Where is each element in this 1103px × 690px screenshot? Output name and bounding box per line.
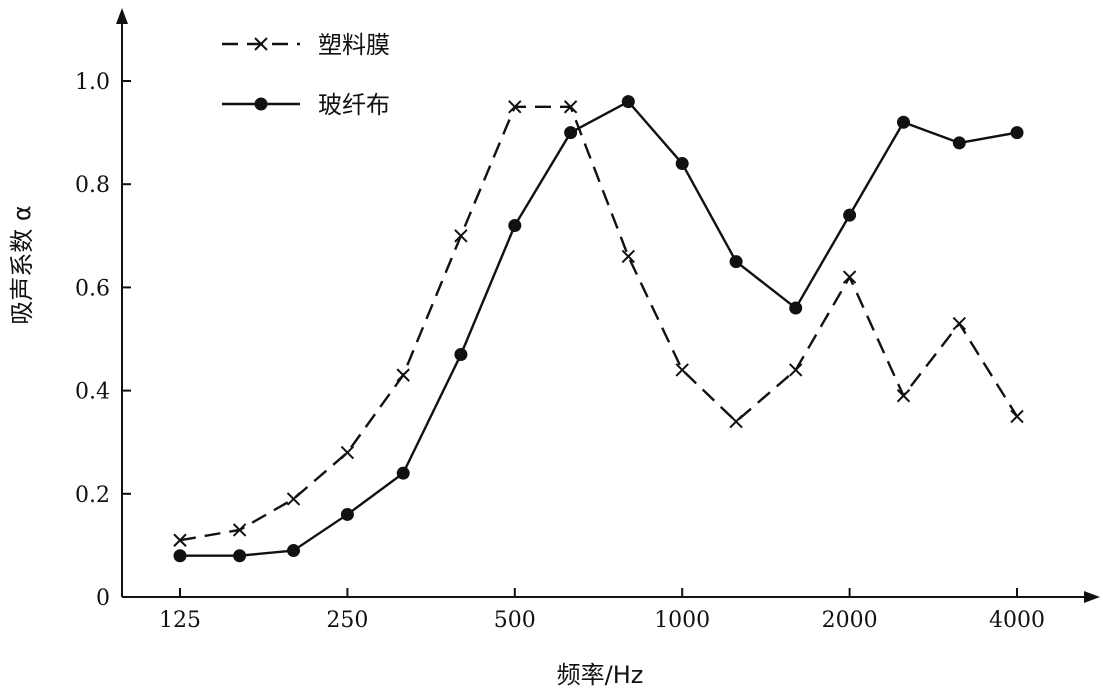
x-tick-label: 500	[494, 608, 536, 633]
data-point-cross	[1010, 409, 1024, 424]
y-tick-label: 0.2	[75, 483, 110, 508]
legend-marker-cross	[254, 37, 268, 51]
data-point-cross	[842, 270, 857, 284]
legend-marker-circle	[254, 97, 268, 111]
series-line-2	[180, 100, 1018, 557]
data-point-cross	[952, 316, 967, 331]
y-axis-title: 吸声系数 α	[8, 205, 36, 324]
data-point-cross	[789, 363, 803, 377]
axes	[116, 8, 1100, 603]
data-point-cross	[896, 389, 911, 403]
data-point-cross	[454, 229, 468, 243]
y-tick-label: 0.6	[75, 276, 110, 301]
data-point-circle	[564, 126, 578, 140]
data-point-circle	[789, 301, 803, 315]
legend-label-1: 塑料膜	[318, 31, 390, 59]
data-point-cross	[340, 445, 355, 460]
data-point-cross	[729, 414, 743, 429]
y-axis-arrow	[116, 8, 128, 24]
series-line-1	[179, 105, 1019, 542]
data-point-circle	[952, 136, 966, 150]
x-ticks: 125 250 500 1000 2000 4000	[159, 588, 1045, 633]
data-point-circle	[287, 544, 301, 558]
data-point-circle	[173, 549, 187, 563]
x-tick-label: 2000	[822, 608, 878, 633]
data-point-cross	[286, 492, 301, 506]
x-tick-label: 4000	[989, 608, 1045, 633]
data-point-cross	[675, 363, 689, 377]
data-point-cross	[508, 100, 522, 114]
data-point-circle	[340, 507, 354, 521]
data-point-circle	[1010, 126, 1024, 140]
data-point-circle	[454, 347, 468, 361]
x-axis-title: 频率/Hz	[557, 661, 644, 689]
y-tick-label: 1.0	[75, 70, 110, 95]
x-tick-label: 250	[326, 608, 368, 633]
x-tick-label: 1000	[654, 608, 710, 633]
x-tick-label: 125	[159, 608, 201, 633]
legend-label-2: 玻纤布	[318, 91, 390, 119]
y-tick-label: 0.4	[75, 380, 110, 405]
y-tick-label: 0	[96, 586, 110, 611]
y-tick-label: 0.8	[75, 173, 110, 198]
data-point-circle	[233, 549, 247, 563]
data-point-cross	[396, 368, 410, 382]
y-ticks: 0 0.2 0.4 0.6 0.8 1.0	[75, 70, 131, 611]
data-point-circle	[621, 95, 635, 109]
data-point-cross	[232, 523, 247, 537]
data-point-cross	[563, 100, 578, 114]
data-point-circle	[396, 466, 410, 480]
data-point-circle	[896, 115, 910, 129]
data-point-cross	[621, 249, 636, 264]
data-point-circle	[729, 255, 743, 269]
x-axis-arrow	[1084, 591, 1100, 603]
series-layer	[173, 95, 1024, 563]
data-point-circle	[843, 208, 857, 222]
data-point-circle	[508, 218, 522, 232]
data-point-cross	[173, 533, 187, 547]
data-point-circle	[675, 157, 689, 171]
